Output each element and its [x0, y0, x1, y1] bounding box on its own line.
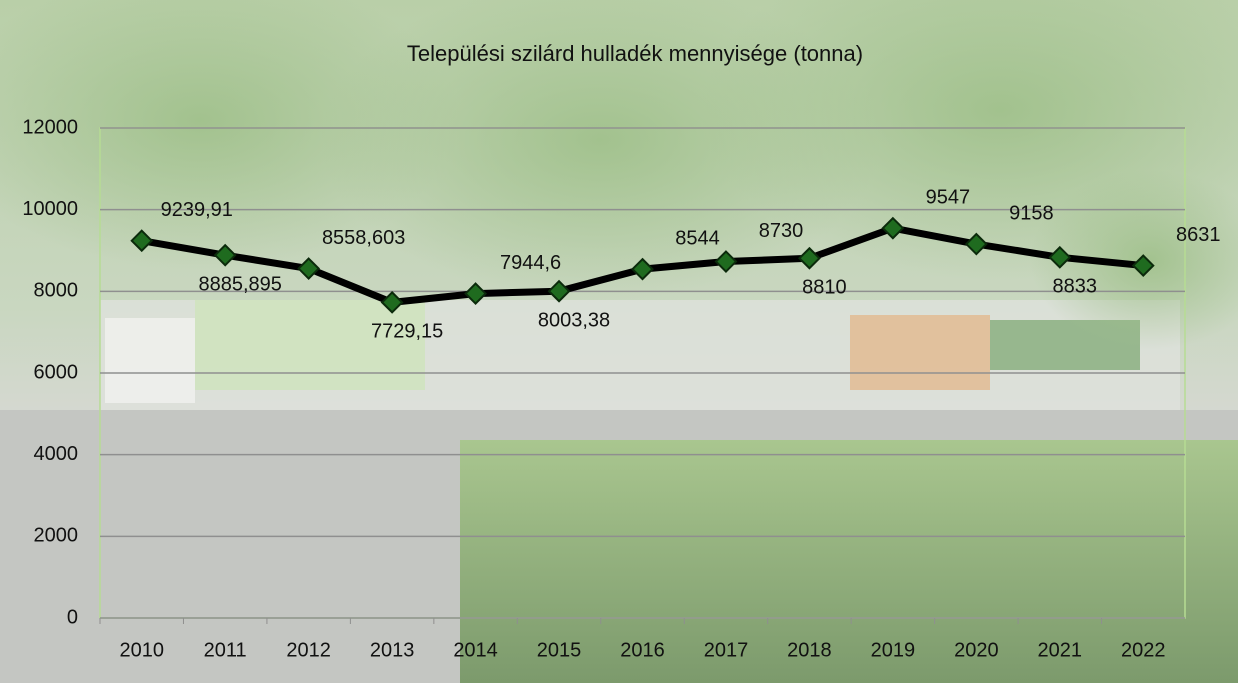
x-tick-label: 2013	[370, 639, 415, 661]
x-tick-label: 2021	[1038, 639, 1083, 661]
x-tick-label: 2020	[954, 639, 999, 661]
value-label: 8730	[759, 220, 804, 242]
x-tick-label: 2012	[286, 639, 331, 661]
y-tick-label: 6000	[34, 361, 79, 383]
y-tick-label: 12000	[22, 116, 78, 138]
value-label: 8558,603	[322, 227, 405, 249]
value-label: 8833	[1053, 276, 1098, 298]
x-tick-label: 2017	[704, 639, 749, 661]
y-tick-label: 8000	[34, 280, 79, 302]
x-tick-label: 2014	[453, 639, 498, 661]
value-label: 7944,6	[500, 252, 561, 274]
x-tick-label: 2015	[537, 639, 582, 661]
x-tick-label: 2018	[787, 639, 832, 661]
value-label: 8810	[802, 277, 847, 299]
x-tick-label: 2016	[620, 639, 665, 661]
y-tick-label: 10000	[22, 198, 78, 220]
value-label: 8631	[1176, 224, 1221, 246]
value-label: 7729,15	[371, 321, 443, 343]
x-tick-label: 2019	[871, 639, 916, 661]
background	[0, 0, 1238, 683]
chart-title: Települési szilárd hulladék mennyisége (…	[407, 41, 863, 66]
y-tick-label: 2000	[34, 525, 79, 547]
value-label: 8544	[675, 227, 720, 249]
x-tick-label: 2011	[204, 639, 247, 661]
value-label: 9547	[926, 186, 971, 208]
chart: Települési szilárd hulladék mennyisége (…	[0, 0, 1238, 683]
value-label: 8885,895	[198, 273, 281, 295]
x-tick-label: 2010	[119, 639, 164, 661]
x-tick-label: 2022	[1121, 639, 1166, 661]
y-tick-label: 4000	[34, 443, 79, 465]
value-label: 9158	[1009, 202, 1054, 224]
y-tick-label: 0	[67, 606, 78, 628]
value-label: 8003,38	[538, 309, 610, 331]
value-label: 9239,91	[161, 199, 233, 221]
